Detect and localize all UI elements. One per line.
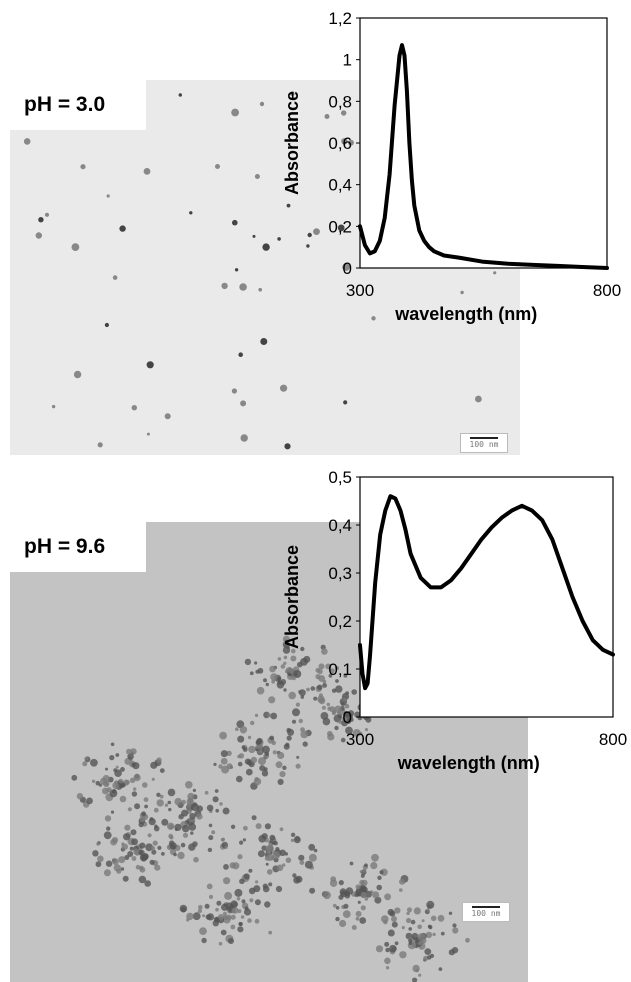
y-tick-label: 0,4: [328, 516, 352, 535]
y-axis-label: Absorbance: [282, 545, 302, 649]
y-tick-label: 0: [343, 708, 352, 727]
y-tick-label: 0,3: [328, 564, 352, 583]
aggregate-particle: [408, 939, 412, 943]
aggregate-particle: [432, 933, 435, 936]
aggregate-particle: [412, 942, 417, 947]
aggregate-particle: [412, 965, 419, 972]
aggregate-particle: [452, 947, 458, 953]
y-tick-label: 0,1: [328, 660, 352, 679]
aggregate-particle: [465, 938, 470, 943]
aggregate-particle: [427, 955, 432, 960]
y-tick-label: 1,2: [328, 9, 352, 28]
aggregate-particle: [418, 974, 421, 977]
x-tick-label: 800: [593, 281, 621, 300]
aggregate-particle: [201, 938, 206, 943]
aggregate-particle: [385, 948, 390, 953]
x-tick-label: 300: [346, 730, 374, 749]
aggregate-particle: [418, 933, 426, 941]
y-tick-label: 0,8: [328, 92, 352, 111]
x-tick-label: 300: [346, 281, 374, 300]
plot-area: [360, 477, 613, 717]
aggregate-particle: [395, 941, 399, 945]
aggregate-particle: [399, 951, 406, 958]
aggregate-particle: [424, 948, 431, 955]
x-axis-label: wavelength (nm): [394, 304, 537, 324]
y-tick-label: 1: [343, 51, 352, 70]
y-axis-label: Absorbance: [282, 91, 302, 195]
aggregate-particle: [384, 942, 389, 947]
y-tick-label: 0,4: [328, 176, 352, 195]
y-tick-label: 0,2: [328, 612, 352, 631]
y-tick-label: 0,5: [328, 468, 352, 487]
x-axis-label: wavelength (nm): [397, 753, 540, 773]
aggregate-particle: [376, 945, 383, 952]
aggregate-particle: [389, 945, 397, 953]
aggregate-particle: [439, 967, 443, 971]
x-tick-label: 800: [599, 730, 627, 749]
y-tick-label: 0: [343, 259, 352, 278]
aggregate-particle: [384, 958, 391, 965]
aggregate-particle: [411, 933, 418, 940]
absorbance-chart: 0 0,2 0,4 0,6 0,8 1 1,2 300 800 wavelength (nm) Ab…: [0, 0, 631, 460]
y-tick-label: 0,6: [328, 134, 352, 153]
aggregate-particle: [386, 966, 389, 969]
plot-area: [360, 18, 607, 268]
aggregate-particle: [228, 938, 234, 944]
absorbance-chart: 0 0,1 0,2 0,3 0,4 0,5 300 800 wavelength (nm) Abs…: [0, 460, 631, 933]
aggregate-particle: [219, 942, 223, 946]
y-tick-label: 0,2: [328, 217, 352, 236]
